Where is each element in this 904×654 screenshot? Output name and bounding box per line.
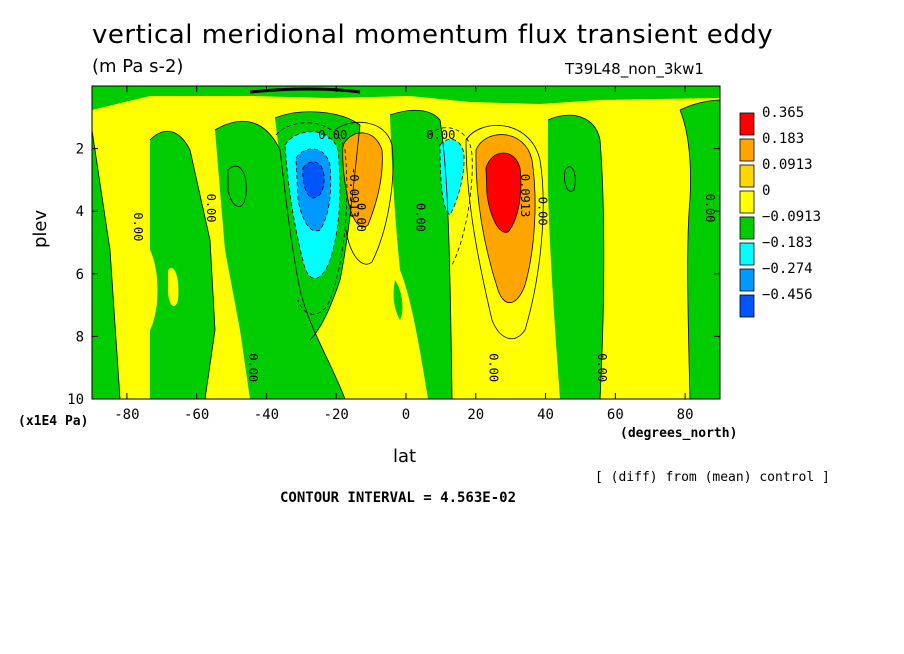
y-axis-units: (x1E4 Pa) [18,414,89,429]
x-tick-label: -60 [184,407,209,423]
y-tick-label: 10 [67,392,84,408]
x-tick-label: 40 [537,407,554,423]
orange-region [342,132,383,228]
red-region [486,153,521,233]
colorbar-swatch [739,190,755,214]
colorbar-swatch [739,164,755,188]
y-axis-label: plev [30,209,51,248]
experiment-label: T39L48_non_3kw1 [565,60,704,78]
colorbar-label: −0.0913 [762,209,821,225]
contour-label: 0.00 [131,212,145,241]
y-tick-label: 4 [76,204,84,220]
contour-interval: CONTOUR INTERVAL = 4.563E-02 [280,490,517,506]
contour-label: 0.00 [426,128,455,142]
colorbar-swatch [739,294,755,318]
contour-label: 0.00 [487,353,501,382]
y-tick-label: 6 [76,267,84,283]
contour-label: 0.00 [595,353,609,382]
green-region [150,131,215,399]
chart-title: vertical meridional momentum flux transi… [92,20,774,50]
y-tick-label: 2 [76,142,84,158]
contour-label: 0.00 [703,194,717,223]
diff-note: [ (diff) from (mean) control ] [595,470,830,485]
contour-label: 0.00 [246,353,260,382]
x-axis-ticks: -80 -60 -40 -20 0 20 40 60 80 [114,86,694,423]
contour-label: 0.00 [536,197,550,226]
x-tick-label: 20 [467,407,484,423]
colorbar-label: 0.0913 [762,157,813,173]
cyan-region [440,139,465,215]
x-tick-label: 0 [402,407,410,423]
contour-field [92,86,720,399]
contour-label: -0.0913 [347,167,361,218]
colorbar-label: 0.365 [762,105,804,121]
chart-units: (m Pa s-2) [92,56,184,77]
contour-label: 0.00 [204,194,218,223]
contour-labels: 0.00 0.00 0.00 0.00 0.00 0.00 0.00 0.00 0.00 0.00… [131,128,717,382]
x-tick-label: -80 [114,407,139,423]
colorbar-swatch [739,216,755,240]
green-region [393,280,403,320]
colorbar-swatch [739,268,755,292]
yellow-island [634,334,641,372]
colorbar-label: −0.183 [762,235,813,251]
colorbar-swatch [739,138,755,162]
contour-label: 0.00 [354,203,368,232]
green-region [92,86,720,110]
green-region [390,110,452,399]
colorbar-label: −0.456 [762,287,813,303]
dark-blue-region [302,161,325,198]
y-axis-ticks: 2 4 6 8 10 [67,142,720,408]
colorbar-swatch [739,112,755,136]
x-tick-label: 60 [607,407,624,423]
x-tick-label: -20 [324,407,349,423]
contour-label: 0.00 [413,203,427,232]
x-axis-units: (degrees_north) [620,426,738,441]
x-axis-label: lat [393,446,417,467]
yellow-island [168,268,179,307]
colorbar-label: −0.274 [762,261,813,277]
x-tick-label: -40 [254,407,279,423]
green-region [92,130,120,399]
green-region [680,100,720,399]
colorbar: 0.365 0.183 0.0913 0 −0.0913 −0.183 −0.274 −0.4… [739,105,821,318]
colorbar-swatch [739,242,755,266]
yellow-island [653,337,662,390]
green-region [548,115,604,399]
x-tick-label: 80 [677,407,694,423]
y-tick-label: 8 [76,329,84,345]
colorbar-label: 0.183 [762,131,804,147]
contour-label: 0.0913 [518,174,532,217]
colorbar-label: 0 [762,183,770,199]
contour-label: 0.00 [318,128,347,142]
